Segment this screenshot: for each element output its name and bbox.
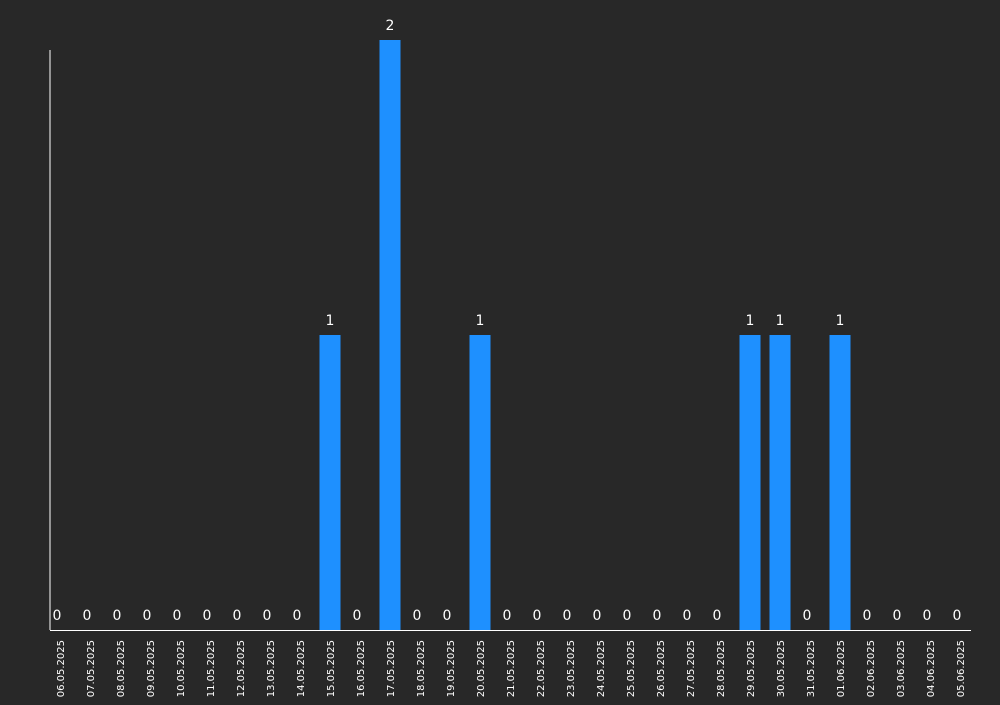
bar-01.06.2025 (829, 335, 851, 630)
bars-group (319, 40, 851, 630)
value-label-25.05.2025: 0 (623, 608, 632, 624)
x-tick-label-23.05.2025: 23.05.2025 (566, 640, 577, 697)
value-label-23.05.2025: 0 (563, 608, 572, 624)
x-tick-label-12.05.2025: 12.05.2025 (236, 640, 247, 697)
x-tick-label-25.05.2025: 25.05.2025 (626, 640, 637, 697)
value-label-14.05.2025: 0 (293, 608, 302, 624)
x-tick-label-19.05.2025: 19.05.2025 (446, 640, 457, 697)
value-label-03.06.2025: 0 (893, 608, 902, 624)
value-label-24.05.2025: 0 (593, 608, 602, 624)
value-labels-group: 0 0 0 0 0 0 0 0 0 1 0 2 0 0 1 0 0 0 0 0 0 0 0 1 1 0 1 0 0 0 0 (53, 18, 962, 624)
value-label-13.05.2025: 0 (263, 608, 272, 624)
x-tick-label-27.05.2025: 27.05.2025 (686, 640, 697, 697)
bar-29.05.2025 (739, 335, 761, 630)
x-tick-label-06.05.2025: 06.05.2025 (56, 640, 67, 697)
x-tick-label-28.05.2025: 28.05.2025 (716, 640, 727, 697)
x-tick-label-08.05.2025: 08.05.2025 (116, 640, 127, 697)
value-label-29.05.2025: 1 (746, 313, 755, 329)
x-tick-label-21.05.2025: 21.05.2025 (506, 640, 517, 697)
value-label-31.05.2025: 0 (803, 608, 812, 624)
value-label-19.05.2025: 0 (443, 608, 452, 624)
x-tick-label-14.05.2025: 14.05.2025 (296, 640, 307, 697)
x-tick-label-07.05.2025: 07.05.2025 (86, 640, 97, 697)
value-label-16.05.2025: 0 (353, 608, 362, 624)
value-label-15.05.2025: 1 (326, 313, 335, 329)
value-label-30.05.2025: 1 (776, 313, 785, 329)
x-tick-label-10.05.2025: 10.05.2025 (176, 640, 187, 697)
value-label-28.05.2025: 0 (713, 608, 722, 624)
x-tick-label-29.05.2025: 29.05.2025 (746, 640, 757, 697)
value-label-02.06.2025: 0 (863, 608, 872, 624)
value-label-22.05.2025: 0 (533, 608, 542, 624)
value-label-07.05.2025: 0 (83, 608, 92, 624)
x-tick-label-05.06.2025: 05.06.2025 (956, 640, 967, 697)
x-tick-label-03.06.2025: 03.06.2025 (896, 640, 907, 697)
x-tick-label-24.05.2025: 24.05.2025 (596, 640, 607, 697)
x-tick-label-22.05.2025: 22.05.2025 (536, 640, 547, 697)
x-tick-labels-group: 06.05.2025 07.05.2025 08.05.2025 09.05.2025… (56, 640, 967, 697)
x-tick-label-18.05.2025: 18.05.2025 (416, 640, 427, 697)
x-tick-label-20.05.2025: 20.05.2025 (476, 640, 487, 697)
value-label-06.05.2025: 0 (53, 608, 62, 624)
x-tick-label-13.05.2025: 13.05.2025 (266, 640, 277, 697)
value-label-20.05.2025: 1 (476, 313, 485, 329)
x-tick-label-09.05.2025: 09.05.2025 (146, 640, 157, 697)
bar-20.05.2025 (469, 335, 491, 630)
x-tick-label-17.05.2025: 17.05.2025 (386, 640, 397, 697)
x-tick-label-11.05.2025: 11.05.2025 (206, 640, 217, 697)
value-label-26.05.2025: 0 (653, 608, 662, 624)
value-label-18.05.2025: 0 (413, 608, 422, 624)
value-label-12.05.2025: 0 (233, 608, 242, 624)
x-tick-label-02.06.2025: 02.06.2025 (866, 640, 877, 697)
value-label-27.05.2025: 0 (683, 608, 692, 624)
value-label-10.05.2025: 0 (173, 608, 182, 624)
value-label-17.05.2025: 2 (386, 18, 395, 34)
bar-30.05.2025 (769, 335, 791, 630)
x-tick-label-15.05.2025: 15.05.2025 (326, 640, 337, 697)
x-tick-label-31.05.2025: 31.05.2025 (806, 640, 817, 697)
x-tick-label-26.05.2025: 26.05.2025 (656, 640, 667, 697)
x-tick-label-04.06.2025: 04.06.2025 (926, 640, 937, 697)
value-label-21.05.2025: 0 (503, 608, 512, 624)
x-tick-label-01.06.2025: 01.06.2025 (836, 640, 847, 697)
value-label-11.05.2025: 0 (203, 608, 212, 624)
value-label-05.06.2025: 0 (953, 608, 962, 624)
value-label-04.06.2025: 0 (923, 608, 932, 624)
value-label-01.06.2025: 1 (836, 313, 845, 329)
bar-17.05.2025 (379, 40, 401, 630)
x-tick-label-30.05.2025: 30.05.2025 (776, 640, 787, 697)
value-label-09.05.2025: 0 (143, 608, 152, 624)
bar-15.05.2025 (319, 335, 341, 630)
value-label-08.05.2025: 0 (113, 608, 122, 624)
x-tick-label-16.05.2025: 16.05.2025 (356, 640, 367, 697)
